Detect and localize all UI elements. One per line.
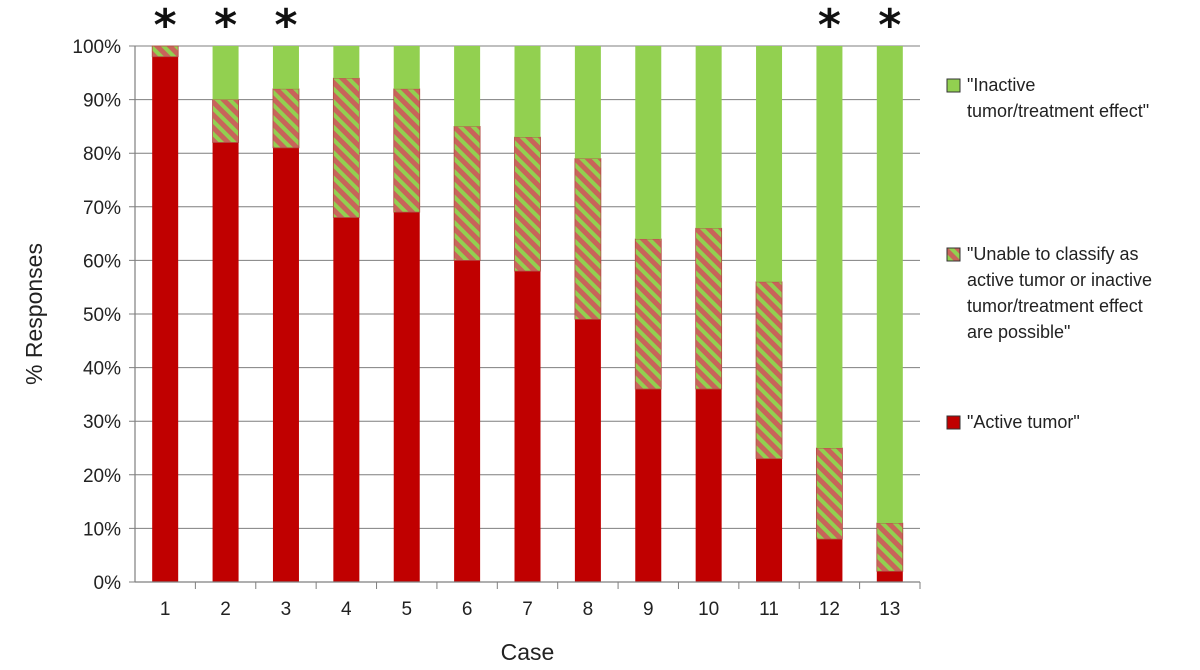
bar-segment-active-tumor: [454, 260, 481, 582]
y-tick-label: 0%: [94, 573, 122, 594]
bar-segment-active-tumor: [514, 271, 541, 582]
x-axis-title: Case: [501, 639, 555, 665]
legend-label: tumor/treatment effect: [967, 296, 1143, 316]
legend-label: "Inactive: [967, 75, 1035, 95]
x-tick-label: 6: [462, 599, 473, 620]
significance-asterisk: *: [214, 0, 237, 51]
bar-segment-active-tumor: [695, 389, 722, 582]
bar-segment-active-tumor: [876, 571, 903, 582]
bars: [151, 45, 904, 583]
x-tick-label: 8: [583, 599, 594, 620]
significance-asterisk: *: [878, 0, 901, 51]
significance-asterisk: *: [274, 0, 297, 51]
bar-segment-unable-to-classify: [816, 447, 843, 540]
bar-segment-unable-to-classify: [755, 281, 783, 460]
legend: "Inactive tumor/treatment effect" "Unable …: [946, 75, 1152, 432]
bar-segment-active-tumor: [635, 389, 662, 582]
x-tick-label: 12: [819, 599, 840, 620]
legend-item-inactive-tumor: "Inactive tumor/treatment effect": [946, 75, 1149, 121]
bar-segment-active-tumor: [816, 539, 843, 582]
bar-segment-unable-to-classify: [393, 88, 421, 213]
x-tick-label: 5: [401, 599, 412, 620]
bar-segment-active-tumor: [333, 217, 360, 582]
axes: 0%10%20%30%40%50%60%70%80%90%100%1 2 3 4 5 6 7…: [72, 37, 921, 620]
bar-segment-unable-to-classify: [453, 126, 481, 261]
bar-segment-unable-to-classify: [332, 77, 360, 218]
bar-segment-inactive-tumor: [514, 46, 541, 138]
bar-segment-unable-to-classify: [151, 45, 179, 58]
bar-segment-inactive-tumor: [876, 46, 903, 524]
bar-segment-inactive-tumor: [454, 46, 481, 127]
legend-label: "Active tumor": [967, 412, 1080, 432]
bar-segment-inactive-tumor: [816, 46, 843, 448]
bar-segment-inactive-tumor: [212, 46, 239, 100]
legend-swatch: [946, 78, 961, 93]
legend-label: "Unable to classify as: [967, 244, 1138, 264]
bar-segment-unable-to-classify: [514, 136, 541, 272]
x-tick-label: 3: [281, 599, 292, 620]
y-tick-label: 50%: [83, 305, 121, 326]
y-tick-label: 90%: [83, 91, 121, 112]
bar-segment-inactive-tumor: [333, 46, 360, 79]
bar-segment-inactive-tumor: [574, 46, 601, 159]
legend-swatch: [946, 415, 961, 430]
bar-segment-unable-to-classify: [574, 158, 602, 320]
y-tick-label: 30%: [83, 412, 121, 433]
y-tick-label: 20%: [83, 466, 121, 487]
bar-segment-unable-to-classify: [695, 227, 723, 390]
bar-segment-inactive-tumor: [695, 46, 722, 229]
bar-segment-active-tumor: [212, 142, 239, 583]
bar-segment-inactive-tumor: [635, 46, 662, 239]
y-tick-label: 70%: [83, 198, 121, 219]
significance-asterisk: *: [154, 0, 177, 51]
bar-segment-active-tumor: [152, 56, 179, 583]
x-tick-label: 7: [522, 599, 533, 620]
x-tick-label: 2: [220, 599, 231, 620]
x-tick-label: 11: [759, 599, 779, 620]
legend-item-active-tumor: "Active tumor": [946, 412, 1080, 432]
legend-label: active tumor or inactive: [967, 270, 1152, 290]
x-tick-label: 9: [643, 599, 654, 620]
legend-label: tumor/treatment effect": [967, 101, 1149, 121]
legend-item-unable-to-classify: "Unable to classify as active tumor or in…: [946, 244, 1152, 342]
legend-label: are possible": [967, 322, 1070, 342]
significance-markers: * * * * *: [154, 0, 902, 51]
x-tick-label: 13: [879, 599, 900, 620]
bar-segment-active-tumor: [272, 147, 299, 582]
y-tick-label: 80%: [83, 144, 121, 165]
bar-segment-active-tumor: [574, 319, 601, 582]
significance-asterisk: *: [818, 0, 841, 51]
x-tick-label: 1: [160, 599, 171, 620]
legend-swatch: [946, 247, 961, 262]
bar-segment-active-tumor: [756, 458, 783, 582]
y-axis-title: % Responses: [21, 243, 47, 385]
bar-segment-unable-to-classify: [272, 88, 300, 149]
bar-segment-active-tumor: [393, 212, 420, 582]
bar-segment-inactive-tumor: [272, 46, 299, 89]
bar-segment-unable-to-classify: [876, 522, 904, 572]
x-tick-label: 4: [341, 599, 352, 620]
bar-segment-inactive-tumor: [756, 46, 783, 282]
x-tick-label: 10: [698, 599, 719, 620]
y-tick-label: 10%: [83, 519, 121, 540]
bar-segment-inactive-tumor: [393, 46, 420, 89]
y-tick-label: 60%: [83, 251, 121, 272]
y-tick-label: 40%: [83, 359, 121, 380]
y-tick-label: 100%: [72, 37, 121, 58]
bar-segment-unable-to-classify: [634, 238, 662, 390]
bar-segment-unable-to-classify: [212, 99, 239, 143]
